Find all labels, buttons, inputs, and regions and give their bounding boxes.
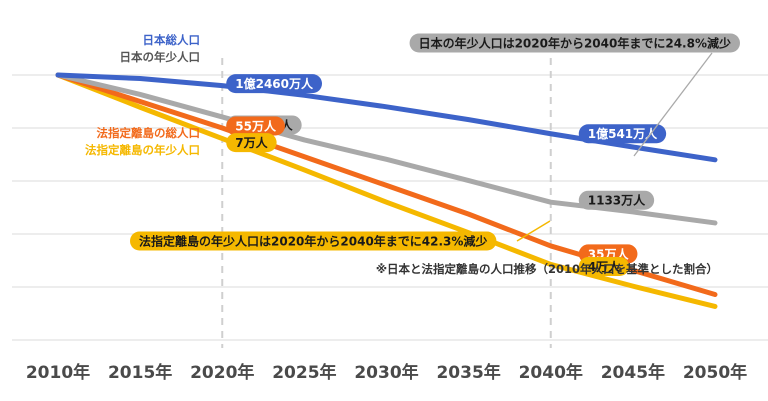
data-label-bg (578, 124, 667, 144)
data-label-bg (578, 256, 630, 276)
x-tick-label: 2010年 (26, 362, 90, 383)
callout-text-bg (409, 33, 740, 53)
callout-leader (633, 52, 713, 157)
callout-text-bg (130, 231, 497, 251)
legend-japan_total: 日本総人口 (143, 33, 201, 47)
x-tick-label: 2035年 (436, 362, 500, 383)
data-label: 1億541万人 (588, 126, 658, 141)
data-label: 1133万人 (588, 193, 646, 208)
x-tick-label: 2040年 (519, 362, 583, 383)
legend-islands_youth: 法指定離島の年少人口 (85, 143, 200, 157)
callout-text: 法指定離島の年少人口は2020年から2040年までに42.3%減少 (139, 234, 487, 249)
data-label-bg (226, 133, 277, 153)
legend-islands_total: 法指定離島の総人口 (97, 126, 201, 140)
x-tick-label: 2045年 (601, 362, 665, 383)
data-label-bg (226, 74, 322, 94)
callout-text: 日本の年少人口は2020年から2040年までに24.8%減少 (419, 36, 731, 51)
series-line-islands_youth (55, 72, 718, 309)
x-tick-label: 2050年 (683, 362, 747, 383)
data-label: 1億2460万人 (235, 76, 314, 91)
x-tick-label: 2015年 (108, 362, 172, 383)
data-label: 55万人 (235, 119, 277, 134)
data-label-bg (226, 116, 285, 136)
x-tick-label: 2020年 (190, 362, 254, 383)
callout-leader (516, 220, 551, 242)
data-label-bg (578, 190, 655, 210)
x-tick-label: 2025年 (272, 362, 336, 383)
x-tick-label: 2030年 (354, 362, 418, 383)
data-label: 7万人 (235, 135, 268, 150)
data-label: 4万人 (588, 259, 621, 274)
chart-note: ※日本と法指定離島の人口推移（2010年人口を基準とした割合） (376, 262, 718, 276)
legend-japan_youth: 日本の年少人口 (120, 50, 201, 64)
